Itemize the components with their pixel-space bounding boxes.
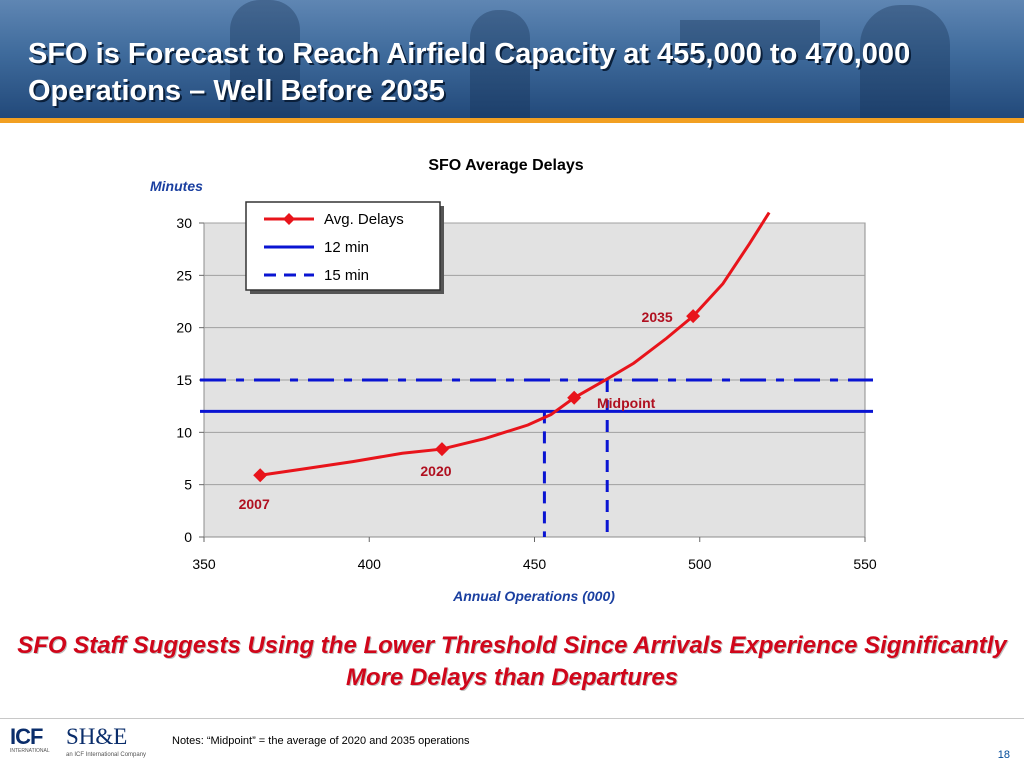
y-tick-label: 15 (176, 372, 192, 388)
y-tick-label: 30 (176, 215, 192, 231)
legend-label: 15 min (324, 267, 369, 284)
avg-delays-line (259, 211, 771, 477)
x-tick-label: 450 (523, 556, 547, 572)
data-point-label: 2035 (642, 309, 673, 325)
x-tick-label: 500 (688, 556, 712, 572)
data-point-marker (434, 442, 449, 457)
y-tick-label: 5 (184, 477, 192, 493)
header-photo-silhouette (230, 0, 300, 118)
data-point-label: 2020 (420, 463, 451, 479)
icf-logo-text: ICF (10, 724, 43, 749)
footnote: Notes: “Midpoint” = the average of 2020 … (172, 735, 470, 747)
x-axis-label: Annual Operations (000) (452, 588, 615, 604)
x-tick-label: 550 (853, 556, 877, 572)
x-tick-label: 400 (358, 556, 382, 572)
she-logo-tagline: an ICF International Company (66, 752, 147, 758)
data-point-label: 2007 (239, 496, 270, 512)
legend-label: Avg. Delays (324, 211, 404, 228)
slide-header: SFO is Forecast to Reach Airfield Capaci… (0, 0, 1024, 118)
y-tick-label: 0 (184, 529, 192, 545)
legend-label: 12 min (324, 239, 369, 256)
y-axis-label: Minutes (150, 178, 203, 194)
data-point-label: Midpoint (597, 395, 656, 411)
she-logo: SH&E an ICF International Company (66, 724, 146, 758)
header-photo-silhouette (860, 5, 950, 118)
header-photo-window (680, 20, 820, 60)
icf-logo: ICF INTERNATIONAL (10, 724, 50, 754)
slide-footer: ICF INTERNATIONAL SH&E an ICF Internatio… (0, 718, 1024, 768)
header-accent-bar (0, 118, 1024, 123)
icf-logo-tagline: INTERNATIONAL (10, 748, 50, 754)
data-point-marker (686, 309, 701, 324)
she-logo-text: SH&E (66, 724, 128, 749)
slide-subtitle: SFO Staff Suggests Using the Lower Thres… (17, 632, 1007, 691)
delay-chart: SFO Average Delays Minutes Annual Operat… (150, 157, 877, 604)
chart-title: SFO Average Delays (428, 157, 583, 174)
x-tick-label: 350 (192, 556, 216, 572)
slide-title: SFO is Forecast to Reach Airfield Capaci… (28, 38, 911, 107)
footer-divider (0, 718, 1024, 719)
page-number: 18 (997, 749, 1010, 761)
header-photo-silhouette (470, 10, 530, 118)
y-tick-label: 20 (176, 320, 192, 336)
data-point-marker (567, 390, 582, 405)
data-point-marker (253, 468, 268, 483)
y-tick-label: 25 (176, 267, 192, 283)
y-tick-label: 10 (176, 424, 192, 440)
legend-marker (283, 213, 295, 225)
